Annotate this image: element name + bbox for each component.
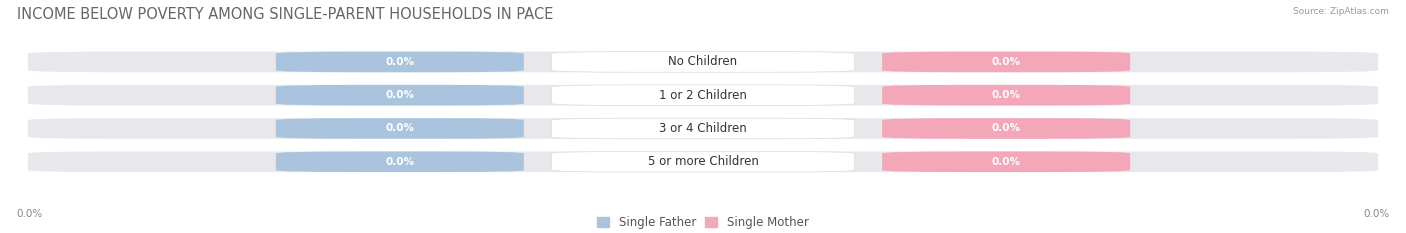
Text: 0.0%: 0.0% bbox=[385, 157, 415, 167]
Text: 5 or more Children: 5 or more Children bbox=[648, 155, 758, 168]
FancyBboxPatch shape bbox=[882, 85, 1130, 106]
FancyBboxPatch shape bbox=[276, 118, 524, 139]
FancyBboxPatch shape bbox=[276, 51, 524, 72]
Text: 0.0%: 0.0% bbox=[991, 90, 1021, 100]
FancyBboxPatch shape bbox=[551, 151, 855, 172]
FancyBboxPatch shape bbox=[276, 151, 524, 172]
FancyBboxPatch shape bbox=[28, 118, 1378, 139]
FancyBboxPatch shape bbox=[28, 51, 1378, 72]
Text: 1 or 2 Children: 1 or 2 Children bbox=[659, 89, 747, 102]
Text: 0.0%: 0.0% bbox=[385, 57, 415, 67]
FancyBboxPatch shape bbox=[882, 118, 1130, 139]
FancyBboxPatch shape bbox=[28, 85, 1378, 106]
Text: 0.0%: 0.0% bbox=[385, 123, 415, 134]
Text: Source: ZipAtlas.com: Source: ZipAtlas.com bbox=[1294, 7, 1389, 16]
Text: No Children: No Children bbox=[668, 55, 738, 69]
Text: 0.0%: 0.0% bbox=[17, 209, 44, 219]
Text: 3 or 4 Children: 3 or 4 Children bbox=[659, 122, 747, 135]
FancyBboxPatch shape bbox=[882, 151, 1130, 172]
Text: 0.0%: 0.0% bbox=[1362, 209, 1389, 219]
Text: INCOME BELOW POVERTY AMONG SINGLE-PARENT HOUSEHOLDS IN PACE: INCOME BELOW POVERTY AMONG SINGLE-PARENT… bbox=[17, 7, 553, 22]
FancyBboxPatch shape bbox=[551, 85, 855, 106]
Text: 0.0%: 0.0% bbox=[991, 57, 1021, 67]
FancyBboxPatch shape bbox=[28, 151, 1378, 172]
FancyBboxPatch shape bbox=[882, 51, 1130, 72]
Text: 0.0%: 0.0% bbox=[991, 123, 1021, 134]
Text: 0.0%: 0.0% bbox=[385, 90, 415, 100]
Text: 0.0%: 0.0% bbox=[991, 157, 1021, 167]
FancyBboxPatch shape bbox=[551, 118, 855, 139]
Legend: Single Father, Single Mother: Single Father, Single Mother bbox=[598, 216, 808, 229]
FancyBboxPatch shape bbox=[276, 85, 524, 106]
FancyBboxPatch shape bbox=[551, 51, 855, 72]
